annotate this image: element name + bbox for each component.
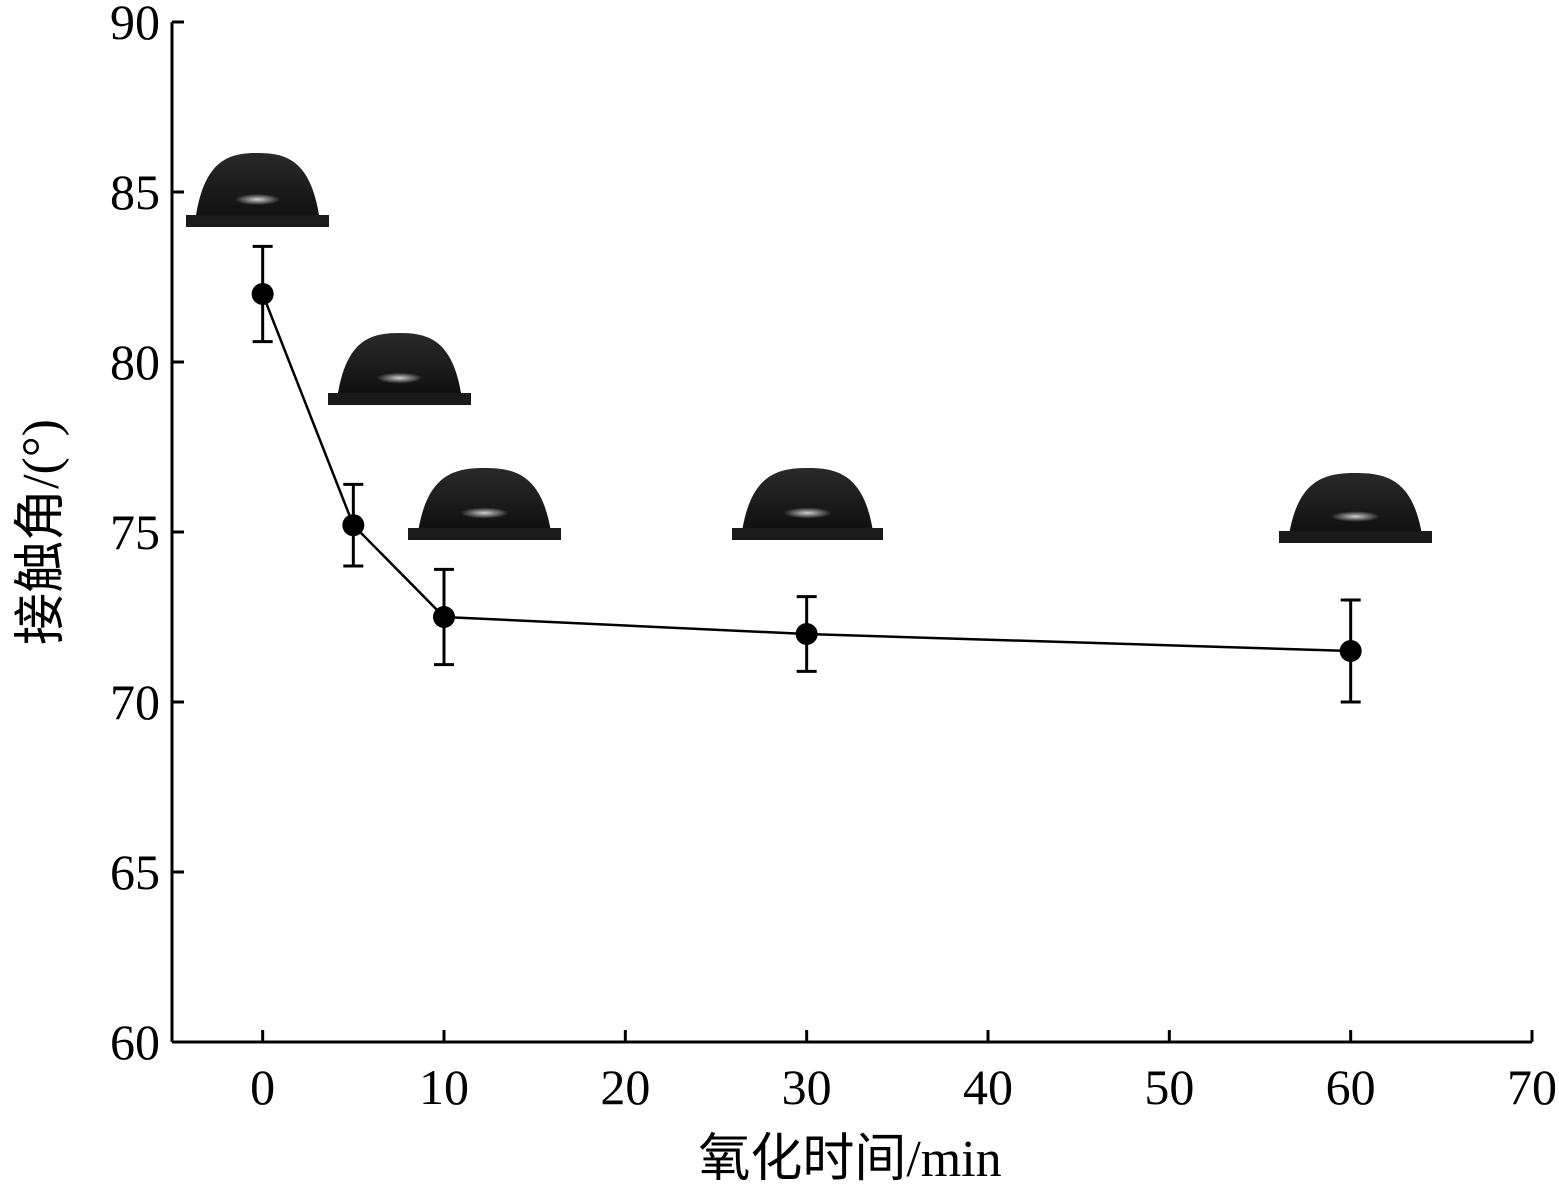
y-tick-label: 75 [110,504,160,560]
x-tick-label: 30 [782,1059,832,1115]
x-axis-ticks: 0 10 20 30 40 50 60 70 [250,1030,1557,1115]
x-tick-label: 0 [250,1059,275,1115]
droplet-image [328,333,471,405]
x-tick-label: 60 [1326,1059,1376,1115]
x-tick-label: 40 [963,1059,1013,1115]
y-tick-label: 85 [110,164,160,220]
x-axis-title: 氧化时间/min [698,1131,1001,1188]
y-tick-label: 80 [110,334,160,390]
y-tick-label: 60 [110,1014,160,1070]
x-tick-label: 70 [1507,1059,1557,1115]
data-point [795,623,818,645]
droplet-insets [186,153,1432,543]
y-axis-ticks: 60 65 70 75 80 85 90 [110,0,184,1070]
y-tick-label: 90 [110,0,160,50]
droplet-image [408,468,561,540]
y-tick-label: 70 [110,674,160,730]
droplet-image [1279,473,1432,543]
y-axis-title: 接触角/(°) [13,419,70,645]
data-point [433,606,455,628]
droplet-image [186,153,329,227]
droplet-image [732,468,883,540]
x-tick-label: 20 [600,1059,650,1115]
data-point [342,514,365,537]
y-tick-label: 65 [110,844,160,900]
data-point [251,283,274,305]
data-point [1339,640,1362,662]
x-tick-label: 50 [1144,1059,1194,1115]
x-tick-label: 10 [419,1059,469,1115]
series-contact-angle [251,244,1362,704]
